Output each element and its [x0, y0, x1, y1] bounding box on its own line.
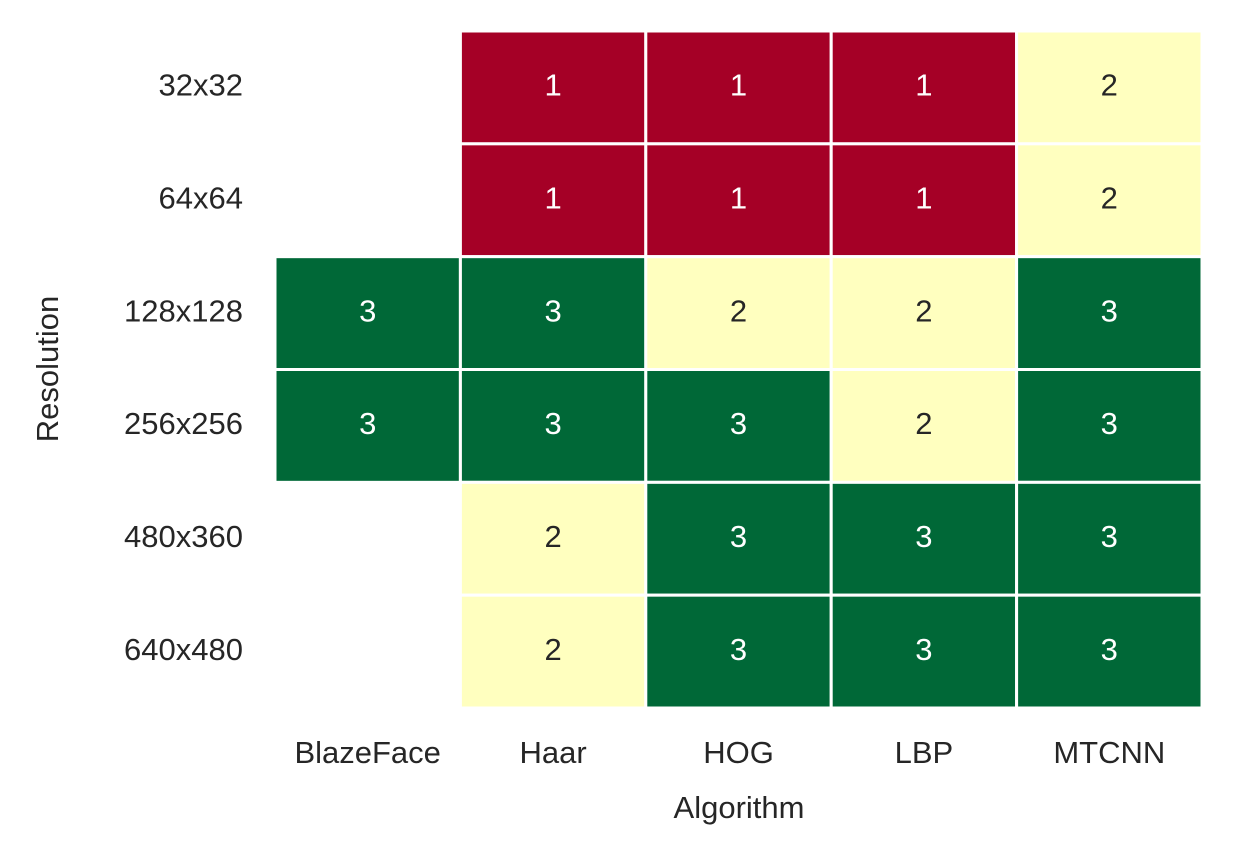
heatmap-cell [273, 368, 462, 484]
heatmap-cell [458, 593, 648, 710]
heatmap-cell [1015, 480, 1204, 597]
cell-label: 3 [359, 406, 376, 441]
cell-label: 2 [544, 519, 561, 554]
cell-label: 3 [730, 519, 747, 554]
heatmap-cell [1015, 368, 1204, 484]
y-tick-label: 480x360 [124, 519, 243, 554]
cell-label: 3 [915, 632, 932, 667]
heatmap-cell [1015, 593, 1204, 710]
heatmap-cell [1015, 142, 1204, 259]
heatmap-cell [644, 142, 833, 259]
cell-label: 2 [544, 632, 561, 667]
heatmap-cell [644, 29, 833, 146]
cell-label: 3 [915, 519, 932, 554]
heatmap-cell [829, 593, 1019, 710]
cell-label: 3 [544, 406, 561, 441]
heatmap-cell [829, 368, 1019, 484]
cell-label: 1 [915, 68, 932, 103]
cell-label: 3 [730, 406, 747, 441]
cell-label: 1 [730, 68, 747, 103]
cell-label: 2 [730, 293, 747, 328]
y-axis-label: Resolution [30, 296, 65, 442]
cell-label: 3 [1101, 519, 1118, 554]
heatmap-cell [644, 480, 833, 597]
y-tick-label: 128x128 [124, 293, 243, 328]
y-tick-label: 256x256 [124, 406, 243, 441]
cell-label: 1 [915, 180, 932, 215]
cell-label: 3 [544, 293, 561, 328]
heatmap-cell [829, 480, 1019, 597]
cell-label: 1 [544, 68, 561, 103]
y-tick-label: 32x32 [159, 68, 243, 103]
heatmap-cell [458, 255, 648, 371]
x-tick-label: MTCNN [1053, 735, 1165, 770]
cell-label: 2 [915, 406, 932, 441]
cell-label: 1 [544, 180, 561, 215]
cell-label: 2 [915, 293, 932, 328]
cell-label: 3 [359, 293, 376, 328]
cell-label: 3 [1101, 632, 1118, 667]
heatmap-cell [1015, 29, 1204, 146]
x-tick-label: Haar [519, 735, 586, 770]
x-tick-label: HOG [703, 735, 774, 770]
heatmap-cell [458, 480, 648, 597]
cell-label: 1 [730, 180, 747, 215]
cell-label: 3 [730, 632, 747, 667]
cell-label: 3 [1101, 293, 1118, 328]
cell-label: 2 [1101, 180, 1118, 215]
heatmap-cell [829, 255, 1019, 371]
x-tick-label: LBP [895, 735, 954, 770]
cell-label: 2 [1101, 68, 1118, 103]
heatmap-cell [644, 368, 833, 484]
x-tick-label: BlazeFace [294, 735, 440, 770]
heatmap-cell [829, 29, 1019, 146]
heatmap-cell [458, 29, 648, 146]
x-axis-label: Algorithm [674, 790, 805, 825]
y-tick-label: 640x480 [124, 632, 243, 667]
y-tick-label: 64x64 [159, 180, 243, 215]
cell-label: 3 [1101, 406, 1118, 441]
